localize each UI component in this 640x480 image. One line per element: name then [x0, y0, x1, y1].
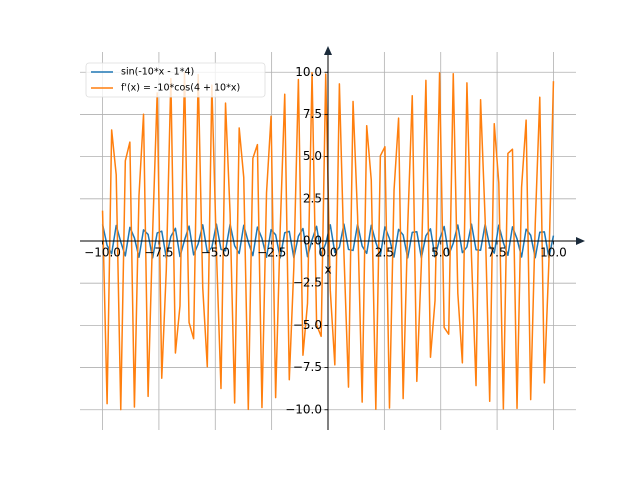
y-tick-label: −7.5: [293, 360, 322, 374]
y-tick-label: −5.0: [293, 318, 322, 332]
legend-label: sin(-10*x - 1*4): [121, 67, 194, 78]
y-tick-label: −10.0: [285, 402, 322, 416]
x-tick-label: 2.5: [375, 246, 394, 260]
y-tick-label: 10.0: [295, 65, 322, 79]
x-tick-label: −10.0: [84, 246, 121, 260]
legend-label: f'(x) = -10*cos(4 + 10*x): [121, 83, 240, 94]
x-tick-label: −2.5: [257, 246, 286, 260]
x-tick-label: 5.0: [431, 246, 450, 260]
x-tick-label: 7.5: [488, 246, 507, 260]
y-axis-arrow: [324, 46, 332, 55]
x-axis-arrow: [576, 237, 585, 245]
legend: sin(-10*x - 1*4) f'(x) = -10*cos(4 + 10*x…: [85, 62, 266, 98]
x-tick-label: −5.0: [201, 246, 230, 260]
x-tick-label: 10.0: [540, 246, 567, 260]
y-tick-label: 5.0: [303, 149, 322, 163]
x-axis-label: x: [324, 263, 331, 277]
axes: −10.0 −7.5 −5.0 −2.5 0.0 2.5 5.0 7.5 10.0−10.0−7…: [80, 46, 585, 430]
y-tick-label: 7.5: [303, 107, 322, 121]
legend-box: [85, 62, 266, 98]
y-tick-label: 2.5: [303, 191, 322, 205]
x-tick-label: −7.5: [144, 246, 173, 260]
y-tick-label: −2.5: [293, 276, 322, 290]
